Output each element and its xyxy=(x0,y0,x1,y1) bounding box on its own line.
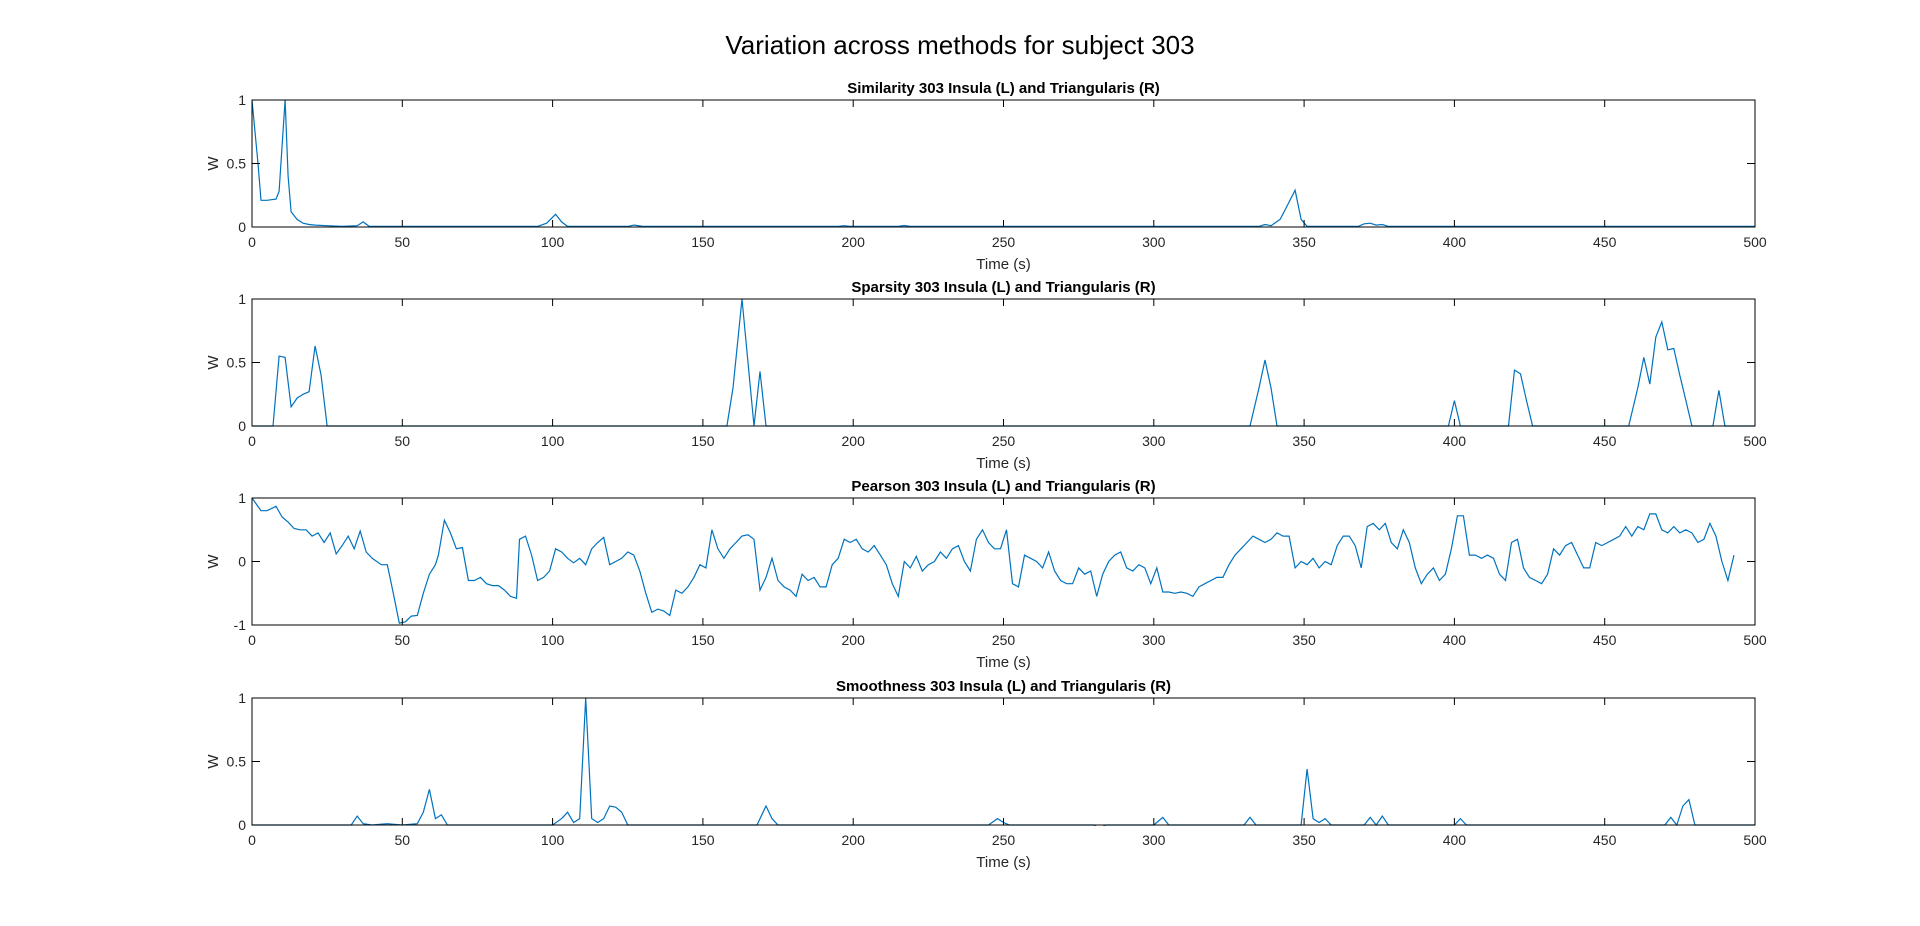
x-tick-label: 450 xyxy=(1593,234,1617,250)
y-tick-label: 1 xyxy=(238,690,246,706)
x-tick-label: 350 xyxy=(1292,832,1316,848)
x-tick-label: 500 xyxy=(1743,234,1767,250)
x-tick-label: 100 xyxy=(541,433,565,449)
y-tick-label: 0 xyxy=(238,418,246,434)
data-line xyxy=(252,497,1735,624)
x-tick-label: 0 xyxy=(248,832,256,848)
y-tick-label: 1 xyxy=(238,92,246,108)
axes-box xyxy=(251,697,1756,826)
y-axis-label: W xyxy=(205,156,222,171)
axes-box xyxy=(251,298,1756,427)
x-tick-label: 350 xyxy=(1292,632,1316,648)
subplot-4: 0 50 100 150 200 250 300 350 400 450 500 0 0.5 1 Smoot… xyxy=(205,678,1767,871)
y-tick-label: 0.5 xyxy=(227,754,247,770)
subplot-2: 0 50 100 150 200 250 300 350 400 450 500 0 0.5 1 Spars… xyxy=(205,279,1767,472)
x-tick-label: 300 xyxy=(1142,234,1166,250)
y-axis-label: W xyxy=(205,554,222,569)
x-tick-label: 0 xyxy=(248,433,256,449)
subplot-1: 0 50 100 150 200 250 300 350 400 450 500 0 0.5 1 Simil… xyxy=(205,80,1767,273)
x-tick-label: 250 xyxy=(992,832,1016,848)
x-tick-label: 50 xyxy=(395,234,411,250)
x-tick-label: 500 xyxy=(1743,832,1767,848)
x-tick-label: 300 xyxy=(1142,832,1166,848)
subplot-title: Smoothness 303 Insula (L) and Triangular… xyxy=(836,678,1171,695)
subplot-title: Sparsity 303 Insula (L) and Triangularis… xyxy=(851,279,1155,296)
x-tick-label: 400 xyxy=(1443,632,1467,648)
x-tick-label: 450 xyxy=(1593,832,1617,848)
x-tick-label: 250 xyxy=(992,632,1016,648)
x-axis-label: Time (s) xyxy=(976,654,1030,671)
x-tick-label: 50 xyxy=(395,433,411,449)
y-tick-label: -1 xyxy=(234,617,247,633)
axes-box xyxy=(251,497,1756,626)
subplot-title: Similarity 303 Insula (L) and Triangular… xyxy=(847,80,1160,97)
x-tick-label: 250 xyxy=(992,234,1016,250)
x-tick-label: 50 xyxy=(395,832,411,848)
y-tick-label: 0.5 xyxy=(227,156,247,172)
y-tick-label: 0.5 xyxy=(227,355,247,371)
x-tick-label: 200 xyxy=(842,433,866,449)
x-tick-label: 250 xyxy=(992,433,1016,449)
axes-box xyxy=(251,99,1756,228)
x-tick-label: 450 xyxy=(1593,632,1617,648)
x-tick-label: 450 xyxy=(1593,433,1617,449)
x-tick-label: 400 xyxy=(1443,234,1467,250)
x-axis-label: Time (s) xyxy=(976,455,1030,472)
x-tick-label: 0 xyxy=(248,234,256,250)
x-tick-label: 100 xyxy=(541,234,565,250)
x-tick-label: 150 xyxy=(691,832,715,848)
x-tick-label: 500 xyxy=(1743,632,1767,648)
x-tick-label: 200 xyxy=(842,632,866,648)
x-tick-label: 150 xyxy=(691,632,715,648)
y-axis-label: W xyxy=(205,355,222,370)
x-tick-label: 300 xyxy=(1142,433,1166,449)
data-line xyxy=(252,99,1755,228)
x-tick-label: 150 xyxy=(691,234,715,250)
x-tick-label: 150 xyxy=(691,433,715,449)
x-tick-label: 500 xyxy=(1743,433,1767,449)
data-line xyxy=(252,298,1755,427)
y-tick-label: 0 xyxy=(238,219,246,235)
x-axis-label: Time (s) xyxy=(976,256,1030,273)
subplot-title: Pearson 303 Insula (L) and Triangularis … xyxy=(851,478,1155,495)
subplot-3: 0 50 100 150 200 250 300 350 400 450 500-101Pearso… xyxy=(205,478,1767,671)
x-axis-label: Time (s) xyxy=(976,854,1030,871)
x-tick-label: 400 xyxy=(1443,433,1467,449)
y-tick-label: 0 xyxy=(238,554,246,570)
x-tick-label: 200 xyxy=(842,832,866,848)
x-tick-label: 0 xyxy=(248,632,256,648)
figure-title: Variation across methods for subject 303 xyxy=(725,30,1195,60)
x-tick-label: 200 xyxy=(842,234,866,250)
y-tick-label: 0 xyxy=(238,817,246,833)
y-tick-label: 1 xyxy=(238,291,246,307)
x-tick-label: 400 xyxy=(1443,832,1467,848)
y-tick-label: 1 xyxy=(238,490,246,506)
x-tick-label: 350 xyxy=(1292,433,1316,449)
y-axis-label: W xyxy=(205,754,222,769)
x-tick-label: 300 xyxy=(1142,632,1166,648)
x-tick-label: 350 xyxy=(1292,234,1316,250)
x-tick-label: 50 xyxy=(395,632,411,648)
data-line xyxy=(252,697,1755,826)
x-tick-label: 100 xyxy=(541,632,565,648)
x-tick-label: 100 xyxy=(541,832,565,848)
